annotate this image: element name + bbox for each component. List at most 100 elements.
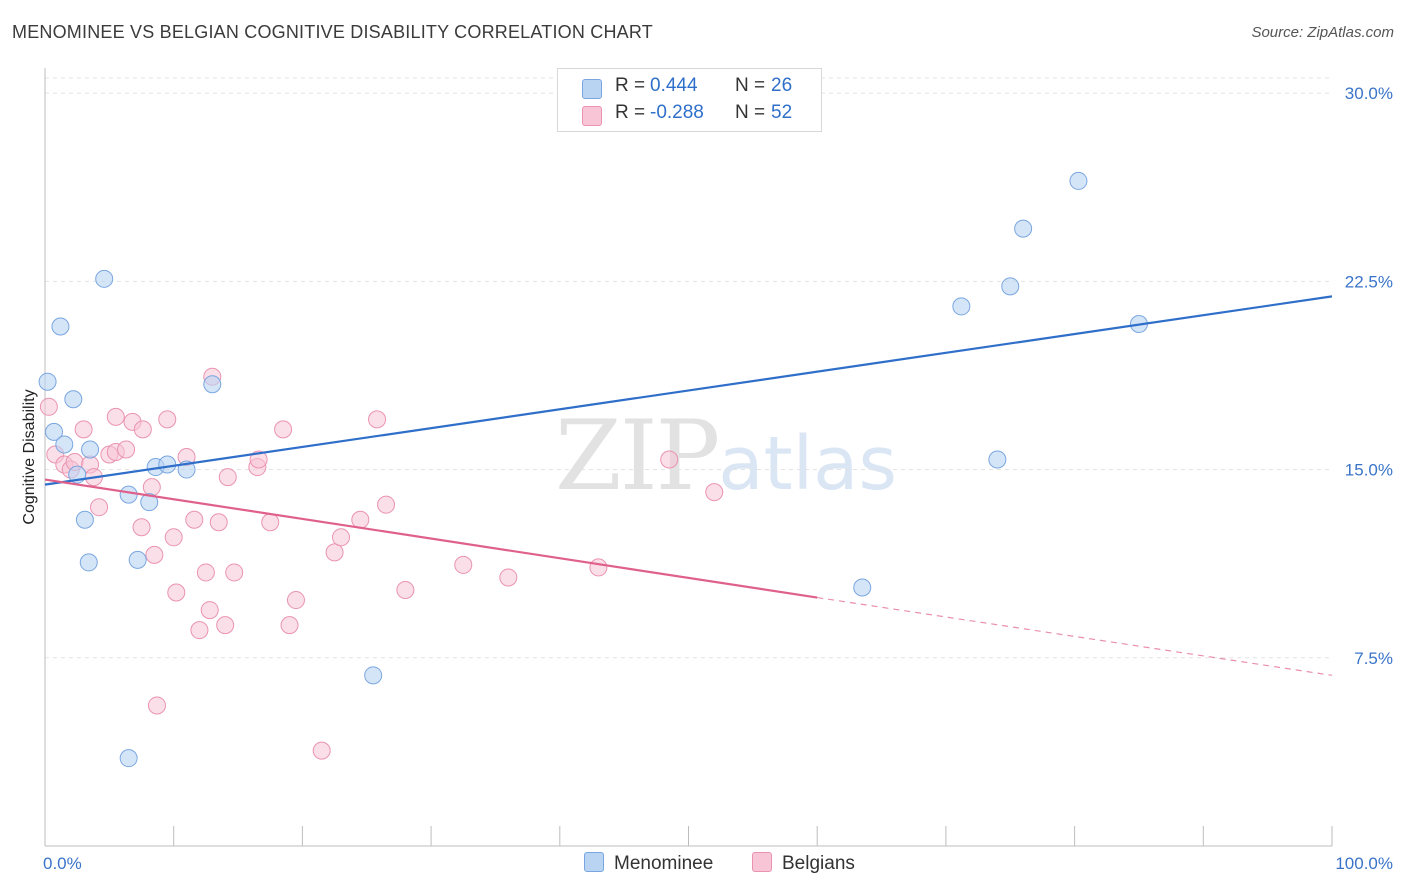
chart-title: MENOMINEE VS BELGIAN COGNITIVE DISABILIT…: [12, 22, 653, 42]
belgians-point: [280, 616, 299, 635]
menominee-point: [79, 553, 98, 572]
belgians-point: [499, 568, 518, 587]
legend-r-label: R =: [615, 102, 646, 123]
menominee-point: [64, 390, 83, 409]
source-credit: Source: ZipAtlas.com: [1251, 24, 1394, 41]
menominee-point: [38, 372, 57, 391]
belgians-point: [705, 483, 724, 502]
belgians-point: [190, 621, 209, 640]
belgians-point: [145, 545, 164, 564]
x-tick-label: 0.0%: [43, 854, 82, 873]
menominee-point: [81, 440, 100, 459]
belgians-point: [589, 558, 608, 577]
menominee-point: [55, 435, 74, 454]
legend-row-belgians: R = -0.288 N = 52: [558, 102, 821, 128]
legend-n-label: N =: [735, 75, 766, 96]
legend-r-value: 0.444: [650, 75, 698, 96]
belgians-point: [325, 543, 344, 562]
y-tick-label: 22.5%: [1345, 272, 1393, 291]
watermark-atlas: atlas: [718, 421, 898, 507]
menominee-point: [1069, 171, 1088, 190]
menominee-point: [51, 317, 70, 336]
x-tick-labels: 0.0% 100.0%: [43, 854, 1393, 873]
menominee-trend-line: [44, 295, 1333, 486]
belgians-point: [117, 440, 136, 459]
menominee-point: [119, 485, 138, 504]
belgians-trend-extension: [817, 596, 1333, 676]
y-tick-label: 30.0%: [1345, 84, 1393, 103]
belgians-point: [74, 420, 93, 439]
y-tick-labels: 7.5% 15.0% 22.5% 30.0%: [1345, 84, 1393, 668]
menominee-point: [158, 455, 177, 474]
y-tick-label: 7.5%: [1354, 649, 1393, 668]
menominee-point: [45, 422, 64, 441]
belgians-point: [351, 510, 370, 529]
belgians-point: [142, 478, 161, 497]
belgians-point: [167, 583, 186, 602]
menominee-point: [128, 550, 147, 569]
series-legend: Menominee Belgians: [0, 852, 1406, 878]
belgians-points: [39, 367, 724, 760]
x-ticks: [44, 826, 1333, 846]
belgians-point: [286, 591, 305, 610]
legend-item-menominee: Menominee: [584, 852, 713, 875]
belgians-point: [39, 397, 58, 416]
belgians-point: [90, 498, 109, 517]
menominee-point: [95, 269, 114, 288]
belgians-point: [164, 528, 183, 547]
belgians-point: [216, 616, 235, 635]
menominee-point: [140, 493, 159, 512]
belgians-point: [225, 563, 244, 582]
belgians-point: [200, 601, 219, 620]
belgians-point: [261, 513, 280, 532]
belgians-point: [196, 563, 215, 582]
menominee-point: [203, 375, 222, 394]
menominee-swatch: [582, 79, 602, 99]
legend-r-label: R =: [615, 75, 646, 96]
belgians-point: [396, 581, 415, 600]
belgians-point: [454, 555, 473, 574]
belgians-point: [147, 696, 166, 715]
y-axis-label: Cognitive Disability: [21, 389, 38, 524]
belgians-point: [332, 528, 351, 547]
menominee-point: [853, 578, 872, 597]
belgians-trend-line: [44, 478, 818, 599]
legend-label-menominee: Menominee: [614, 853, 714, 874]
belgians-point: [158, 410, 177, 429]
y-tick-label: 15.0%: [1345, 461, 1393, 480]
menominee-point: [1001, 277, 1020, 296]
belgians-point: [660, 450, 679, 469]
belgians-point: [218, 468, 237, 487]
menominee-swatch: [584, 852, 604, 872]
menominee-point: [1014, 219, 1033, 238]
belgians-point: [132, 518, 151, 537]
belgians-point: [106, 407, 125, 426]
x-tick-label: 100.0%: [1335, 854, 1393, 873]
belgians-point: [209, 513, 228, 532]
watermark-zip: ZIP: [555, 400, 720, 512]
menominee-point: [988, 450, 1007, 469]
menominee-point: [75, 510, 94, 529]
legend-label-belgians: Belgians: [782, 853, 855, 874]
legend-n-value: 52: [771, 102, 793, 123]
menominee-point: [952, 297, 971, 316]
belgians-point: [312, 741, 331, 760]
belgians-point: [133, 420, 152, 439]
legend-row-menominee: R = 0.444 N = 26: [558, 75, 821, 101]
belgians-point: [274, 420, 293, 439]
menominee-point: [119, 749, 138, 768]
belgians-swatch: [582, 106, 602, 126]
watermark: ZIPatlas: [555, 400, 897, 512]
belgians-point: [377, 495, 396, 514]
belgians-point: [368, 410, 387, 429]
legend-n-label: N =: [735, 102, 766, 123]
belgians-point: [249, 450, 268, 469]
legend-item-belgians: Belgians: [752, 852, 855, 875]
menominee-point: [364, 666, 383, 685]
belgians-point: [185, 510, 204, 529]
legend-r-value: -0.288: [650, 102, 704, 123]
trend-lines: [44, 295, 1333, 676]
belgians-swatch: [752, 852, 772, 872]
legend-n-value: 26: [771, 75, 793, 96]
